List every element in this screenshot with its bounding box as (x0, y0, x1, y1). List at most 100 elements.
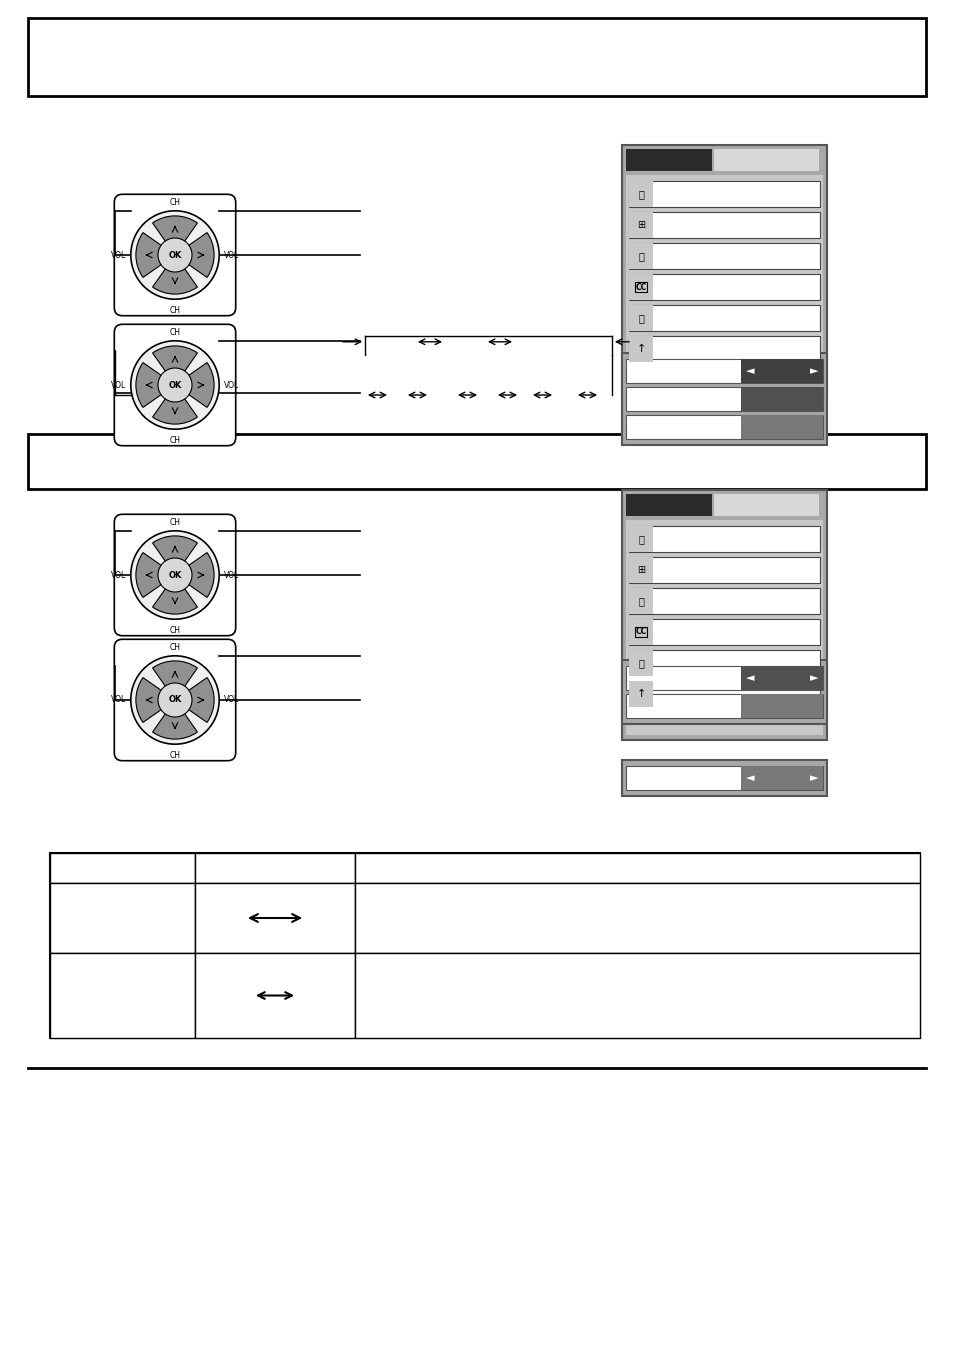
Text: OK: OK (168, 571, 181, 579)
Bar (625, 766, 822, 791)
Wedge shape (135, 233, 174, 278)
Text: ↑: ↑ (636, 344, 645, 354)
Text: VOL: VOL (112, 251, 127, 259)
Bar (625, 359, 822, 382)
Text: CH: CH (170, 198, 180, 206)
Wedge shape (135, 678, 174, 723)
Wedge shape (152, 216, 197, 255)
Wedge shape (135, 553, 174, 598)
Wedge shape (135, 362, 174, 407)
Circle shape (158, 559, 192, 593)
Circle shape (131, 656, 219, 744)
Bar (740, 386, 822, 411)
Circle shape (158, 239, 192, 273)
Bar (628, 650, 652, 677)
Text: OK: OK (168, 251, 181, 259)
Text: CC: CC (635, 628, 646, 636)
FancyBboxPatch shape (114, 639, 235, 761)
Bar (628, 681, 820, 706)
Text: OK: OK (168, 381, 181, 389)
Text: VOL: VOL (112, 381, 127, 389)
Bar (625, 666, 822, 690)
FancyBboxPatch shape (114, 194, 235, 316)
Bar (628, 305, 652, 331)
Text: ⊞: ⊞ (637, 220, 644, 231)
Bar (740, 666, 822, 690)
Bar (628, 212, 820, 239)
Text: VOL: VOL (112, 571, 127, 579)
Wedge shape (152, 536, 197, 575)
Bar (628, 336, 820, 362)
Bar (628, 243, 820, 268)
Text: ◄: ◄ (745, 773, 754, 782)
Wedge shape (152, 346, 197, 385)
Text: ►: ► (809, 366, 817, 376)
Bar (628, 180, 820, 207)
Bar (713, 494, 818, 517)
Bar (628, 681, 652, 706)
Bar (194, 853, 355, 883)
Wedge shape (174, 553, 213, 598)
Text: CC: CC (635, 282, 646, 292)
Bar (628, 526, 820, 552)
Bar (194, 953, 355, 1037)
Text: ⬜: ⬜ (638, 313, 643, 323)
Text: 🔒: 🔒 (638, 251, 643, 260)
Bar (625, 694, 822, 717)
Circle shape (158, 683, 192, 717)
Bar (621, 353, 826, 445)
Text: VOL: VOL (223, 571, 238, 579)
Bar (355, 853, 919, 883)
Circle shape (131, 530, 219, 620)
Text: ⊞: ⊞ (637, 565, 644, 575)
Text: VOL: VOL (112, 696, 127, 705)
Bar (628, 557, 652, 583)
Bar (628, 305, 820, 331)
Text: VOL: VOL (223, 381, 238, 389)
Bar (740, 359, 822, 382)
Text: ⬜: ⬜ (638, 658, 643, 669)
Bar (355, 883, 919, 953)
Text: CH: CH (170, 518, 180, 526)
Text: 🔒: 🔒 (638, 597, 643, 606)
Bar (621, 490, 826, 740)
Bar (621, 759, 826, 796)
Text: ◄: ◄ (745, 366, 754, 376)
Bar (625, 386, 822, 411)
Text: VOL: VOL (223, 696, 238, 705)
Wedge shape (152, 385, 197, 424)
Bar (628, 589, 820, 614)
Bar (628, 589, 652, 614)
Bar (50, 853, 919, 1037)
Wedge shape (152, 700, 197, 739)
Wedge shape (152, 660, 197, 700)
Bar (628, 526, 652, 552)
Bar (628, 243, 652, 268)
Text: 🔒: 🔒 (638, 534, 643, 544)
Text: CH: CH (170, 437, 180, 445)
Wedge shape (174, 233, 213, 278)
Text: 🔒: 🔒 (638, 188, 643, 199)
Bar (28, 434, 925, 490)
Bar (28, 18, 925, 96)
Text: ►: ► (809, 773, 817, 782)
Bar (355, 953, 919, 1037)
Wedge shape (174, 362, 213, 407)
Circle shape (131, 210, 219, 300)
Text: CH: CH (170, 328, 180, 336)
Bar (621, 145, 826, 395)
FancyBboxPatch shape (114, 514, 235, 636)
Bar (625, 415, 822, 439)
Text: OK: OK (168, 696, 181, 705)
Bar (628, 336, 652, 362)
Bar (194, 883, 355, 953)
Wedge shape (152, 575, 197, 614)
FancyBboxPatch shape (114, 324, 235, 446)
Bar (628, 650, 820, 677)
Bar (740, 766, 822, 791)
Bar (628, 180, 652, 207)
Bar (621, 660, 826, 724)
Wedge shape (152, 255, 197, 294)
Circle shape (158, 367, 192, 401)
Wedge shape (174, 678, 213, 723)
